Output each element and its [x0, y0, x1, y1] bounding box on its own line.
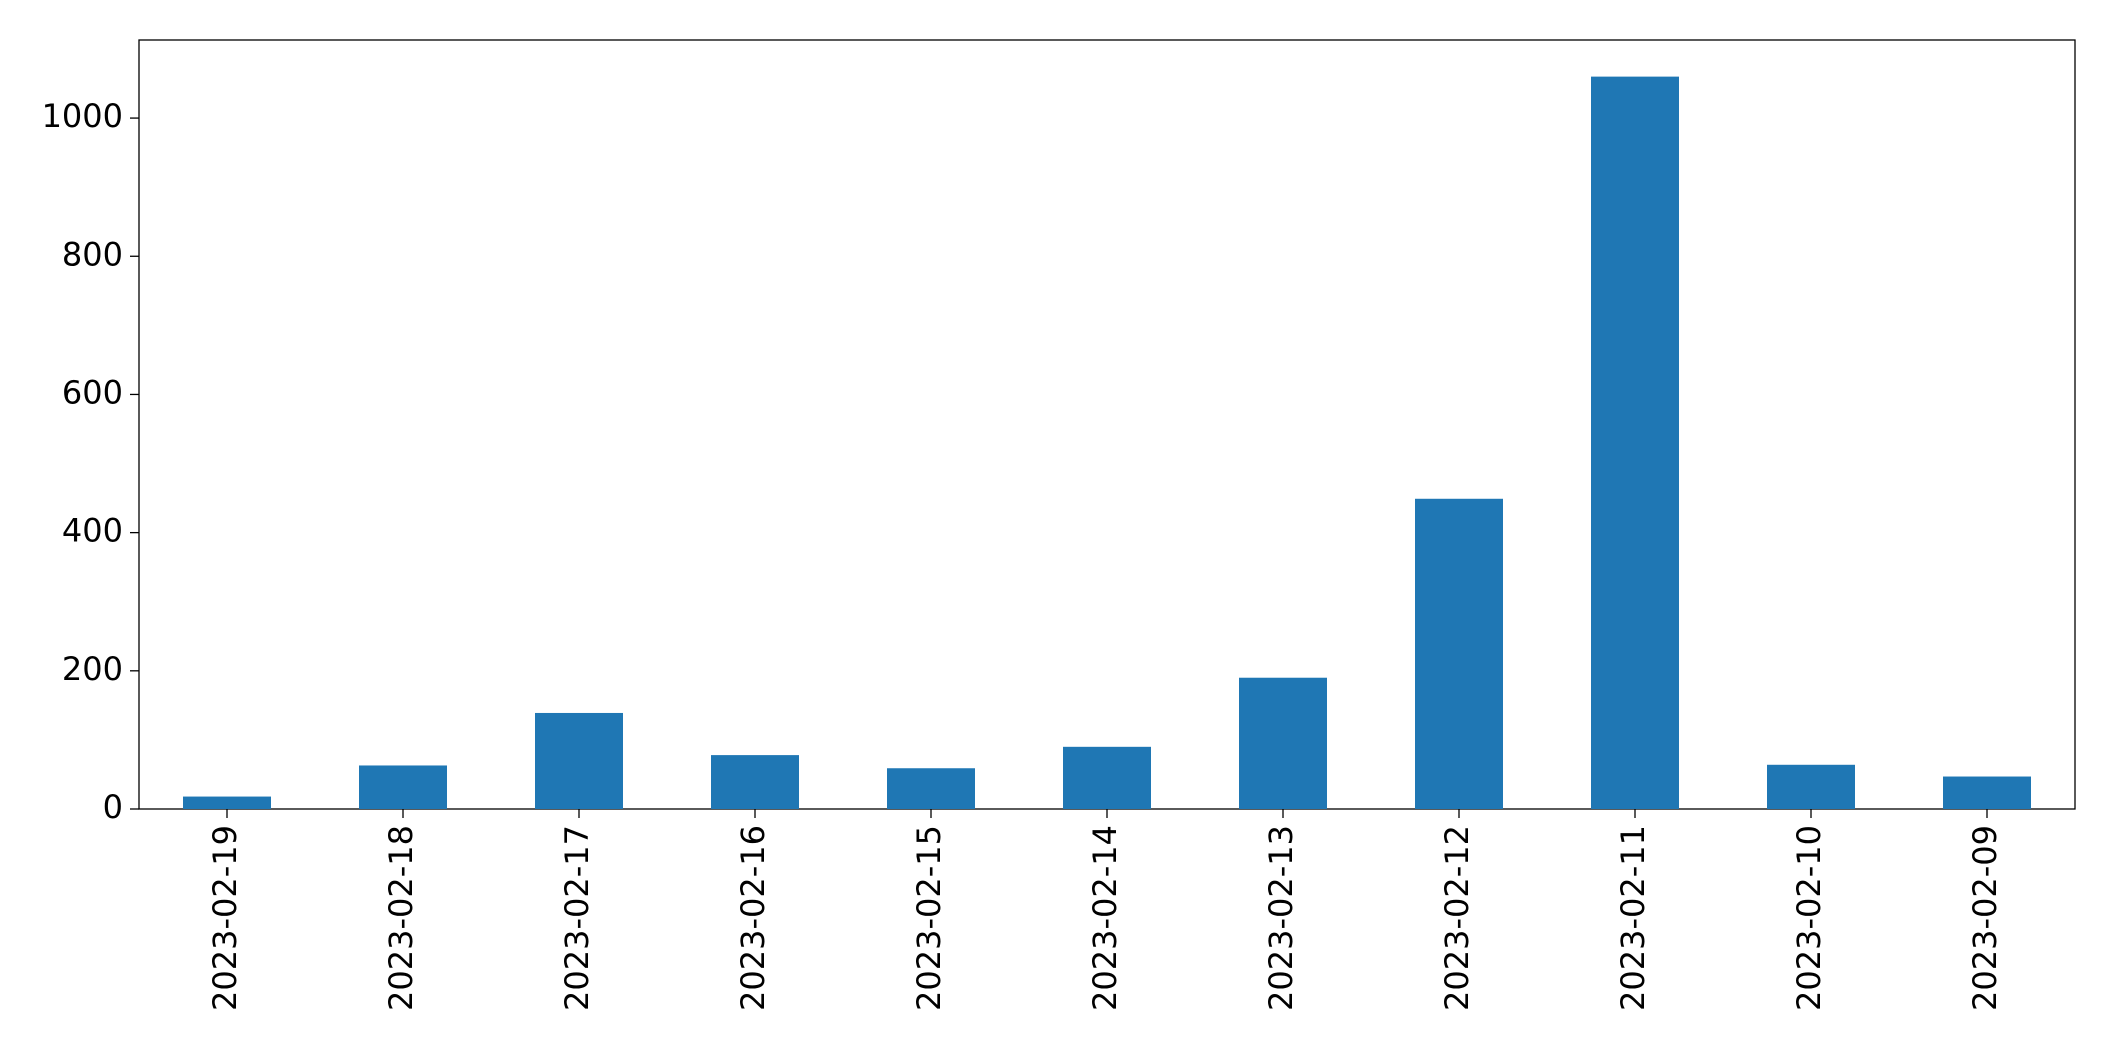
- y-tick-label: 400: [62, 512, 123, 550]
- x-tick-label: 2023-02-10: [1790, 825, 1828, 1011]
- x-tick-label: 2023-02-11: [1614, 825, 1652, 1011]
- plot-frame: [138, 39, 2076, 810]
- bar: [711, 755, 799, 809]
- bar: [887, 768, 975, 809]
- x-tick-label: 2023-02-14: [1086, 825, 1124, 1011]
- x-tick-label: 2023-02-15: [910, 825, 948, 1011]
- x-tick-label: 2023-02-18: [382, 825, 420, 1011]
- y-tick-label: 1000: [42, 97, 123, 135]
- bar: [1239, 677, 1327, 809]
- x-tick-label: 2023-02-13: [1262, 825, 1300, 1011]
- x-tick-label: 2023-02-19: [206, 825, 244, 1011]
- y-tick-label: 0: [103, 788, 123, 826]
- x-tick-label: 2023-02-12: [1438, 825, 1476, 1011]
- x-tick-label: 2023-02-09: [1966, 825, 2004, 1011]
- bar: [1591, 76, 1679, 810]
- y-tick-label: 600: [62, 373, 123, 411]
- bar: [359, 765, 447, 809]
- bar: [1943, 776, 2031, 809]
- y-tick-label: 200: [62, 650, 123, 688]
- x-tick-label: 2023-02-17: [558, 825, 596, 1011]
- bar: [1767, 764, 1855, 809]
- bar: [535, 712, 623, 809]
- x-tick-label: 2023-02-16: [734, 825, 772, 1011]
- y-tick-label: 800: [62, 235, 123, 273]
- bar: [1063, 746, 1151, 809]
- bar: [183, 796, 271, 809]
- bar: [1415, 498, 1503, 809]
